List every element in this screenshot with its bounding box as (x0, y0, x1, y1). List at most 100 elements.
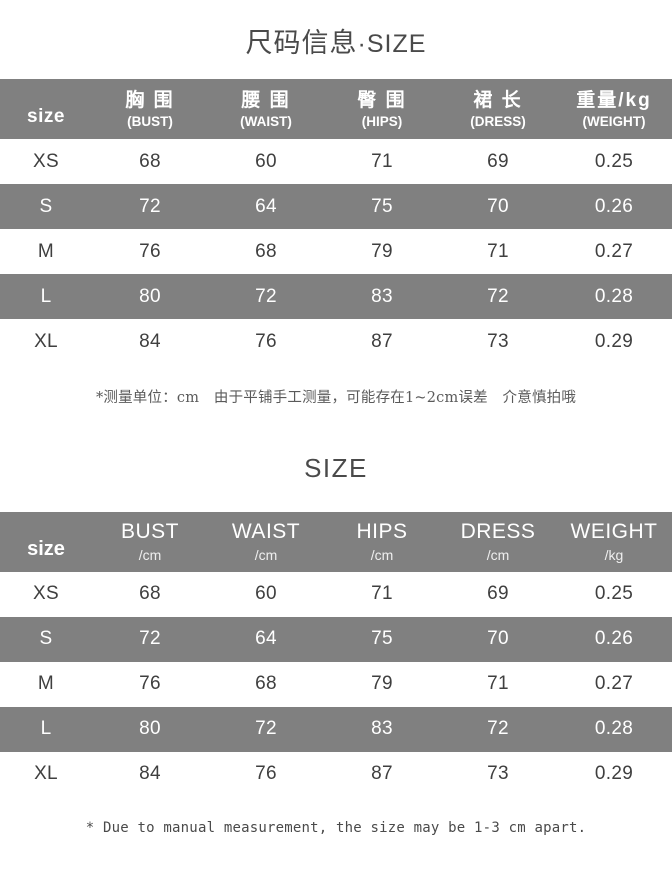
size-table-chinese-head: size 胸 围 (BUST) 腰 围 (WAIST) 臀 围 (0, 79, 672, 140)
column-header-weight: WEIGHT /kg (556, 512, 672, 572)
cell-hips: 71 (371, 583, 393, 605)
column-header-bust-unit: /cm (138, 547, 162, 564)
cell-dress: 70 (487, 628, 509, 650)
cell-bust: 68 (139, 150, 161, 172)
column-header-dress-unit: /cm (486, 547, 510, 564)
column-header-bust: 胸 围 (BUST) (92, 79, 208, 139)
cell-waist: 68 (255, 673, 277, 695)
column-header-hips-sub: (HIPS) (361, 113, 403, 129)
cell-hips: 87 (371, 330, 393, 352)
cell-hips: 83 (371, 718, 393, 740)
cell-hips: 79 (371, 673, 393, 695)
cell-waist: 60 (255, 150, 277, 172)
column-header-weight-main: WEIGHT (570, 520, 658, 544)
column-header-hips-main: 臀 围 (357, 89, 407, 111)
cell-hips: 75 (371, 628, 393, 650)
cell-bust: 84 (139, 763, 161, 785)
column-header-hips-main: HIPS (356, 520, 408, 544)
cell-hips: 83 (371, 285, 393, 307)
column-header-waist: WAIST /cm (208, 512, 324, 572)
column-header-bust-main: BUST (120, 520, 179, 544)
column-header-waist-main: 腰 围 (241, 89, 291, 111)
table-row: S 72 64 75 70 0.26 (0, 184, 672, 230)
column-header-hips-unit: /cm (370, 547, 394, 564)
table-row: M 76 68 79 71 0.27 (0, 661, 672, 707)
column-header-weight-sub: (WEIGHT) (582, 113, 646, 129)
cell-size: XL (34, 763, 58, 785)
column-header-bust-sub: (BUST) (127, 113, 173, 129)
size-table-chinese: size 胸 围 (BUST) 腰 围 (WAIST) 臀 围 (0, 79, 672, 365)
cell-waist: 72 (255, 718, 277, 740)
column-header-hips: HIPS /cm (324, 512, 440, 572)
size-table-english-head: size BUST /cm WAIST /cm HIPS (0, 511, 672, 572)
cell-dress: 71 (487, 240, 509, 262)
column-header-waist: 腰 围 (WAIST) (208, 79, 324, 139)
column-header-dress: DRESS /cm (440, 512, 556, 572)
cell-size: L (40, 285, 52, 307)
cell-dress: 71 (487, 673, 509, 695)
column-header-hips: 臀 围 (HIPS) (324, 79, 440, 139)
cell-waist: 76 (255, 763, 277, 785)
cell-dress: 69 (487, 583, 509, 605)
page-title-chinese: 尺码信息·SIZE (0, 0, 672, 60)
table-row: XS 68 60 71 69 0.25 (0, 571, 672, 617)
cell-dress: 72 (487, 285, 509, 307)
cell-size: L (40, 718, 52, 740)
cell-size: S (39, 628, 53, 650)
cell-waist: 64 (255, 628, 277, 650)
cell-weight: 0.28 (594, 718, 634, 740)
column-header-size: size (0, 512, 92, 572)
cell-size: M (37, 673, 55, 695)
cell-dress: 73 (487, 763, 509, 785)
cell-dress: 72 (487, 718, 509, 740)
cell-bust: 72 (139, 195, 161, 217)
cell-bust: 84 (139, 330, 161, 352)
cell-bust: 76 (139, 673, 161, 695)
column-header-waist-sub: (WAIST) (240, 113, 292, 129)
table-row: XL 84 76 87 73 0.29 (0, 751, 672, 797)
cell-hips: 87 (371, 763, 393, 785)
size-table-english: size BUST /cm WAIST /cm HIPS (0, 511, 672, 797)
cell-weight: 0.29 (594, 330, 634, 352)
note-spacer (0, 797, 672, 819)
cell-waist: 76 (255, 330, 277, 352)
cell-waist: 68 (255, 240, 277, 262)
cell-weight: 0.28 (594, 285, 634, 307)
cell-weight: 0.26 (594, 195, 634, 217)
cell-waist: 72 (255, 285, 277, 307)
page-title-english: SIZE (304, 452, 368, 483)
column-header-size-label: size (27, 537, 65, 560)
cell-size: XL (34, 330, 58, 352)
section-spacer (0, 409, 672, 453)
column-header-dress-sub: (DRESS) (470, 113, 526, 129)
cell-bust: 72 (139, 628, 161, 650)
column-header-weight-unit: /kg (604, 547, 624, 564)
cell-weight: 0.29 (594, 763, 634, 785)
size-table-chinese-body: XS 68 60 71 69 0.25 S 72 64 75 70 0.26 M… (0, 139, 672, 365)
table-row: S 72 64 75 70 0.26 (0, 616, 672, 662)
page-title-separator: · (357, 30, 367, 58)
cell-weight: 0.27 (594, 673, 634, 695)
title-spacer-bottom (0, 484, 672, 512)
cell-size: XS (33, 583, 59, 605)
table-row: L 80 72 83 72 0.28 (0, 706, 672, 752)
cell-size: M (37, 240, 55, 262)
column-header-size-label: size (27, 106, 65, 128)
cell-hips: 79 (371, 240, 393, 262)
cell-hips: 71 (371, 150, 393, 172)
column-header-waist-main: WAIST (231, 520, 301, 544)
measurement-note-english: * Due to manual measurement, the size ma… (85, 819, 587, 836)
table-row: L 80 72 83 72 0.28 (0, 274, 672, 320)
column-header-bust: BUST /cm (92, 512, 208, 572)
cell-bust: 76 (139, 240, 161, 262)
measurement-note-chinese: *测量单位：cm 由于平铺手工测量，可能存在1~2cm误差 介意慎拍哦 (95, 390, 577, 407)
cell-dress: 70 (487, 195, 509, 217)
column-header-weight-main: 重量/kg (576, 89, 652, 111)
size-table-english-body: XS 68 60 71 69 0.25 S 72 64 75 70 0.26 M… (0, 571, 672, 797)
page-title-chinese-text: 尺码信息 (245, 28, 358, 59)
column-header-dress-main: DRESS (460, 520, 536, 544)
title-spacer-top (0, 60, 672, 79)
cell-waist: 60 (255, 583, 277, 605)
column-header-waist-unit: /cm (254, 547, 278, 564)
